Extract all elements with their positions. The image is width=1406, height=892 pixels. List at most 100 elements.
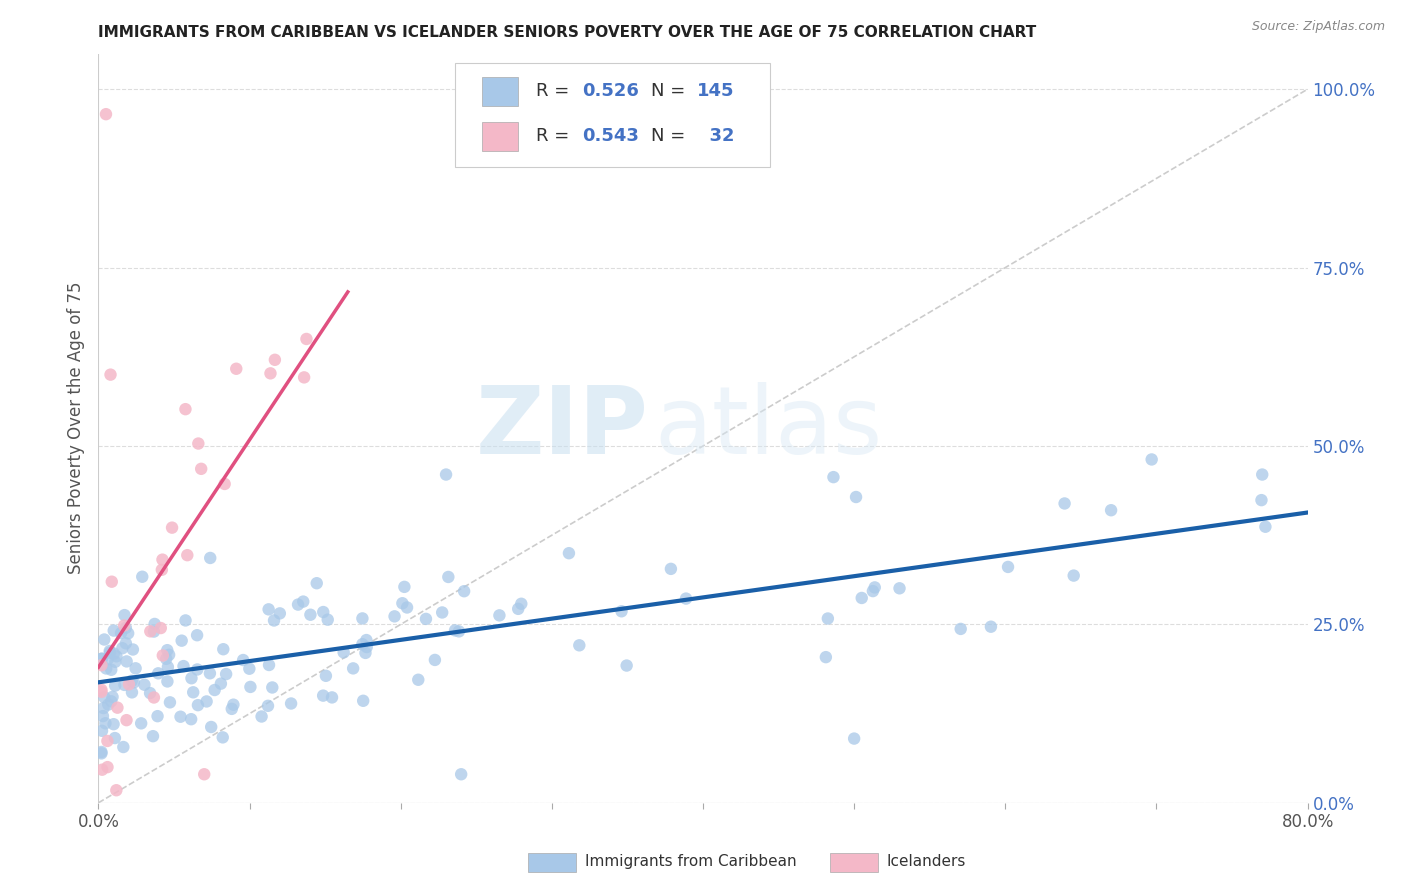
Point [250,709,273,723]
Point [186,663,208,677]
Point [352,694,374,708]
Point [93,690,115,705]
Point [1063,568,1085,582]
Point [312,605,335,619]
Point [352,611,374,625]
Point [200,720,222,734]
Point [100,368,122,382]
Point [117,626,139,640]
Point [156,674,179,689]
Point [204,683,226,698]
Point [124,661,146,675]
Point [212,642,235,657]
Point [142,624,165,639]
Point [200,551,222,566]
Text: 32: 32 [697,127,734,145]
Point [423,653,446,667]
Point [889,582,911,596]
Point [187,436,209,450]
Point [316,613,339,627]
Text: IMMIGRANTS FROM CARIBBEAN VS ICELANDER SENIORS POVERTY OVER THE AGE OF 75 CORREL: IMMIGRANTS FROM CARIBBEAN VS ICELANDER S… [98,25,1036,40]
Point [93,701,115,715]
Point [97,652,120,666]
Point [675,591,697,606]
Point [91,723,114,738]
Point [142,729,165,743]
Point [114,678,136,692]
Point [415,612,437,626]
Point [169,710,191,724]
Point [259,367,281,381]
Point [111,641,134,656]
Point [823,470,845,484]
Point [432,606,454,620]
Point [862,584,884,599]
Text: atlas: atlas [655,382,883,475]
Point [434,467,457,482]
Point [174,614,197,628]
Point [100,663,122,677]
Text: 0.543: 0.543 [582,127,638,145]
Point [186,628,208,642]
Point [269,607,291,621]
Point [305,576,328,591]
Point [101,690,124,704]
Point [170,633,193,648]
Point [292,594,315,608]
Point [110,626,132,640]
Point [997,560,1019,574]
Point [321,690,343,705]
Point [90,685,112,699]
Point [447,624,470,639]
Point [104,679,127,693]
Point [215,667,238,681]
Point [148,666,170,681]
Point [232,653,254,667]
Point [845,490,868,504]
Point [190,462,212,476]
Point [142,690,165,705]
Point [96,661,118,675]
Point [152,648,174,663]
Point [292,370,315,384]
Point [156,643,179,657]
Point [238,662,260,676]
Point [195,694,218,708]
Point [257,602,280,616]
Point [295,332,318,346]
Point [863,581,886,595]
Point [396,600,419,615]
Text: R =: R = [536,82,575,100]
Point [198,666,221,681]
Point [391,596,413,610]
Point [103,647,125,661]
Point [225,361,247,376]
Point [104,655,127,669]
Point [356,633,378,648]
Point [121,685,143,699]
Bar [830,853,879,871]
Text: R =: R = [536,127,575,145]
Point [180,671,202,685]
Point [97,698,120,712]
Point [315,669,337,683]
Point [851,591,873,605]
Point [610,604,633,618]
Point [174,402,197,417]
Text: 145: 145 [697,82,734,100]
Point [558,546,581,560]
Point [437,570,460,584]
Point [114,621,136,635]
Point [155,652,177,666]
Point [112,739,135,754]
Point [98,646,121,660]
Point [159,695,181,709]
Point [508,602,530,616]
Point [453,584,475,599]
Point [105,783,128,797]
Point [103,717,125,731]
Point [94,107,117,121]
Point [980,620,1002,634]
Point [187,698,209,713]
Point [94,716,117,731]
